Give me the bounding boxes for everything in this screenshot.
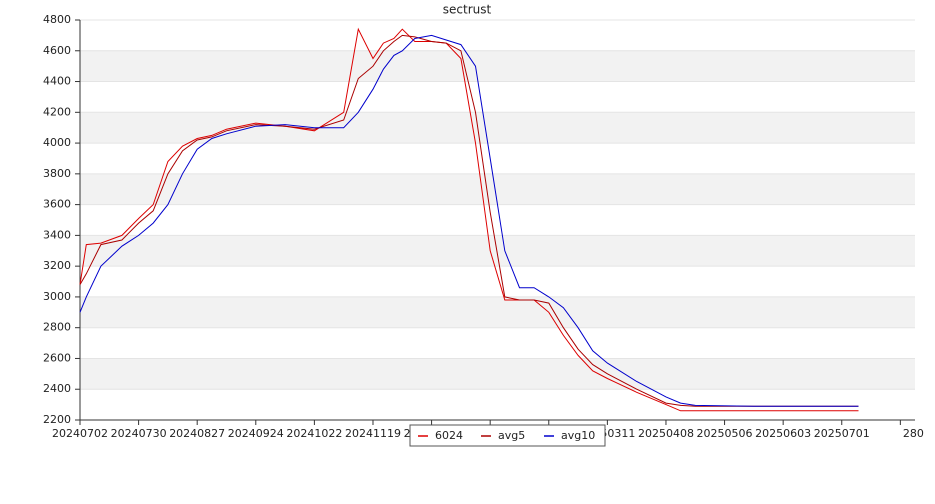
legend-label: avg10 bbox=[561, 429, 595, 442]
grid-band bbox=[80, 50, 915, 82]
x-tick-label: 20240827 bbox=[169, 427, 225, 440]
y-tick-label: 2600 bbox=[43, 351, 71, 364]
y-tick-label: 4800 bbox=[43, 13, 71, 26]
y-tick-label: 4000 bbox=[43, 136, 71, 149]
x-tick-label: 20250701 bbox=[814, 427, 870, 440]
x-tick-label: 20250603 bbox=[755, 427, 811, 440]
series-line bbox=[79, 27, 859, 412]
y-tick-label: 2200 bbox=[43, 413, 71, 426]
y-tick-label: 4600 bbox=[43, 44, 71, 57]
x-tick-label: 280 bbox=[903, 427, 924, 440]
grid-band bbox=[80, 296, 915, 328]
x-tick-label: 20240924 bbox=[228, 427, 284, 440]
y-tick-label: 2400 bbox=[43, 382, 71, 395]
legend-label: avg5 bbox=[498, 429, 525, 442]
y-tick-label: 3400 bbox=[43, 228, 71, 241]
x-tick-label: 20241022 bbox=[286, 427, 342, 440]
y-tick-label: 3600 bbox=[43, 198, 71, 211]
x-tick-label: 20240730 bbox=[111, 427, 167, 440]
x-tick-label: 20241119 bbox=[345, 427, 401, 440]
y-tick-label: 3000 bbox=[43, 290, 71, 303]
grid-band bbox=[80, 358, 915, 390]
legend-label: 6024 bbox=[435, 429, 463, 442]
x-tick-label: 20240702 bbox=[52, 427, 108, 440]
grid-band bbox=[80, 173, 915, 205]
grid-band bbox=[80, 112, 915, 144]
grid-band bbox=[80, 235, 915, 267]
x-tick-label: 20250506 bbox=[697, 427, 753, 440]
y-tick-label: 4200 bbox=[43, 105, 71, 118]
y-tick-label: 3800 bbox=[43, 167, 71, 180]
y-tick-label: 2800 bbox=[43, 321, 71, 334]
y-tick-label: 3200 bbox=[43, 259, 71, 272]
x-tick-label: 20250408 bbox=[638, 427, 694, 440]
series-line bbox=[79, 34, 859, 407]
series-line bbox=[79, 34, 859, 407]
legend: 6024 avg5 avg10 bbox=[409, 424, 606, 447]
legend-box bbox=[409, 424, 606, 447]
y-tick-label: 4400 bbox=[43, 75, 71, 88]
chart-title: sectrust bbox=[443, 3, 492, 17]
